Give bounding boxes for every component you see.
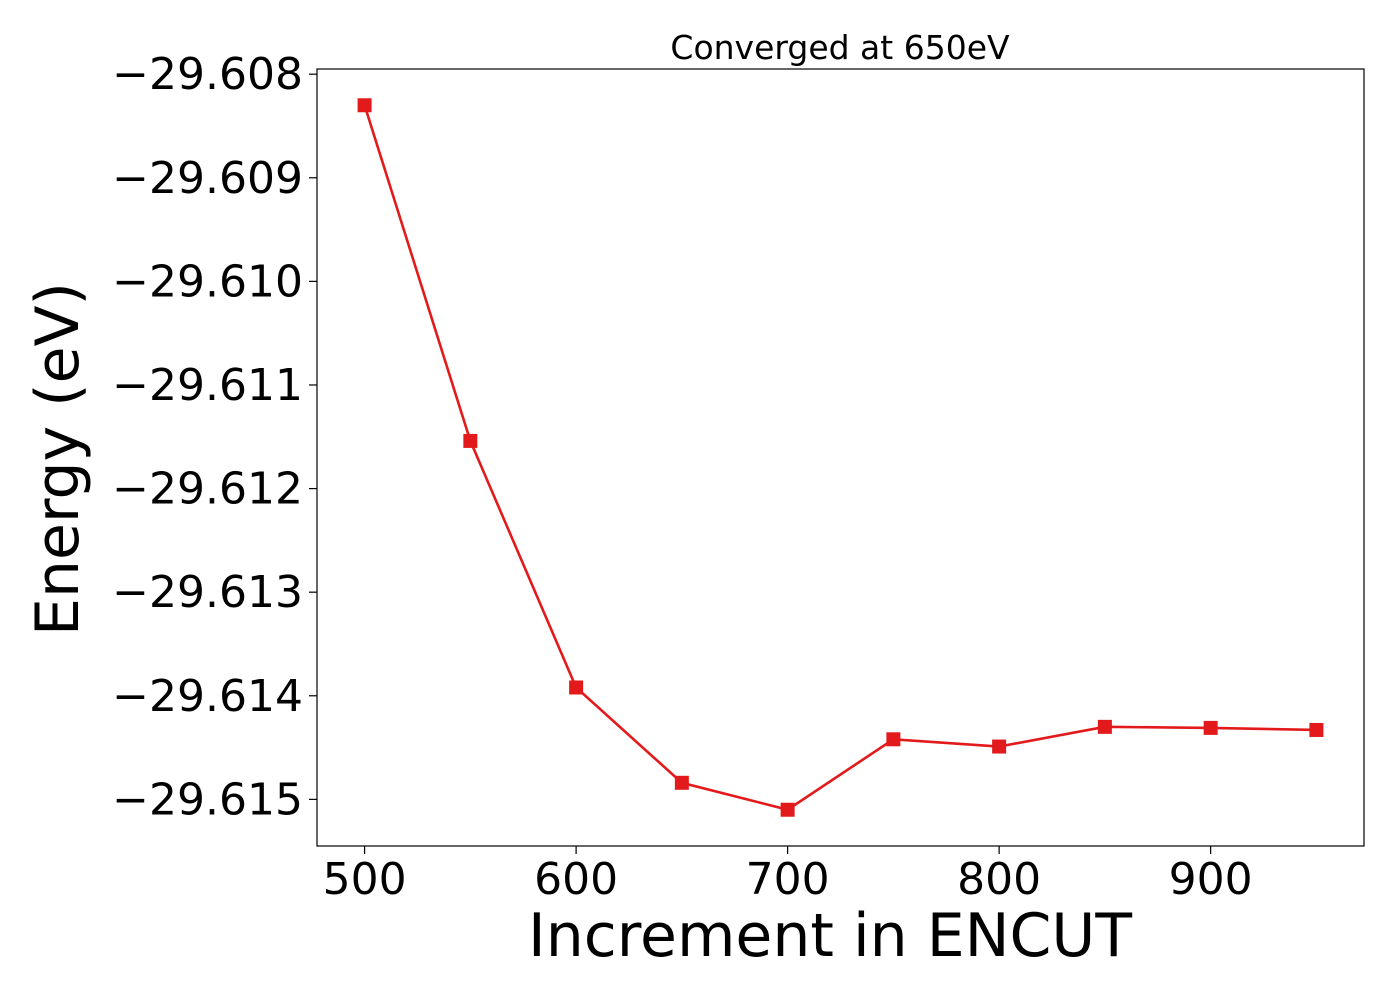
y-tick-label: −29.613 bbox=[112, 567, 303, 618]
series-line bbox=[363, 104, 1317, 812]
data-point-marker bbox=[780, 802, 795, 817]
data-point-marker bbox=[992, 739, 1007, 754]
data-point-marker bbox=[886, 732, 901, 747]
y-axis-label: Energy (eV) bbox=[23, 282, 93, 636]
plot-frame bbox=[316, 68, 1365, 847]
x-tick-label: 900 bbox=[1169, 854, 1253, 905]
y-tick-label: −29.609 bbox=[112, 153, 303, 204]
data-point-marker bbox=[674, 775, 689, 790]
data-point-marker bbox=[463, 433, 478, 448]
x-tick-label: 500 bbox=[323, 854, 407, 905]
data-point-marker bbox=[569, 680, 584, 695]
y-tick-label: −29.610 bbox=[112, 256, 303, 307]
y-tick-label: −29.608 bbox=[112, 49, 303, 100]
y-axis-ticks: −29.608 −29.609 −29.610 −29.611 −29.612 −29.6… bbox=[112, 49, 317, 825]
x-tick-label: 700 bbox=[746, 854, 830, 905]
data-point-marker bbox=[1097, 719, 1112, 734]
y-tick-label: −29.614 bbox=[112, 671, 303, 722]
chart-title: Converged at 650eV bbox=[670, 28, 1010, 67]
x-tick-label: 800 bbox=[957, 854, 1041, 905]
x-tick-label: 600 bbox=[534, 854, 618, 905]
x-axis-ticks: 500 600 700 800 900 bbox=[323, 846, 1253, 905]
y-tick-label: −29.612 bbox=[112, 464, 303, 515]
y-tick-label: −29.611 bbox=[112, 360, 303, 411]
series-group bbox=[357, 98, 1324, 817]
x-axis-label: Increment in ENCUT bbox=[528, 901, 1132, 971]
data-point-marker bbox=[1309, 722, 1324, 737]
y-tick-label: −29.615 bbox=[112, 774, 303, 825]
data-point-marker bbox=[357, 98, 372, 113]
data-point-marker bbox=[1203, 720, 1218, 735]
